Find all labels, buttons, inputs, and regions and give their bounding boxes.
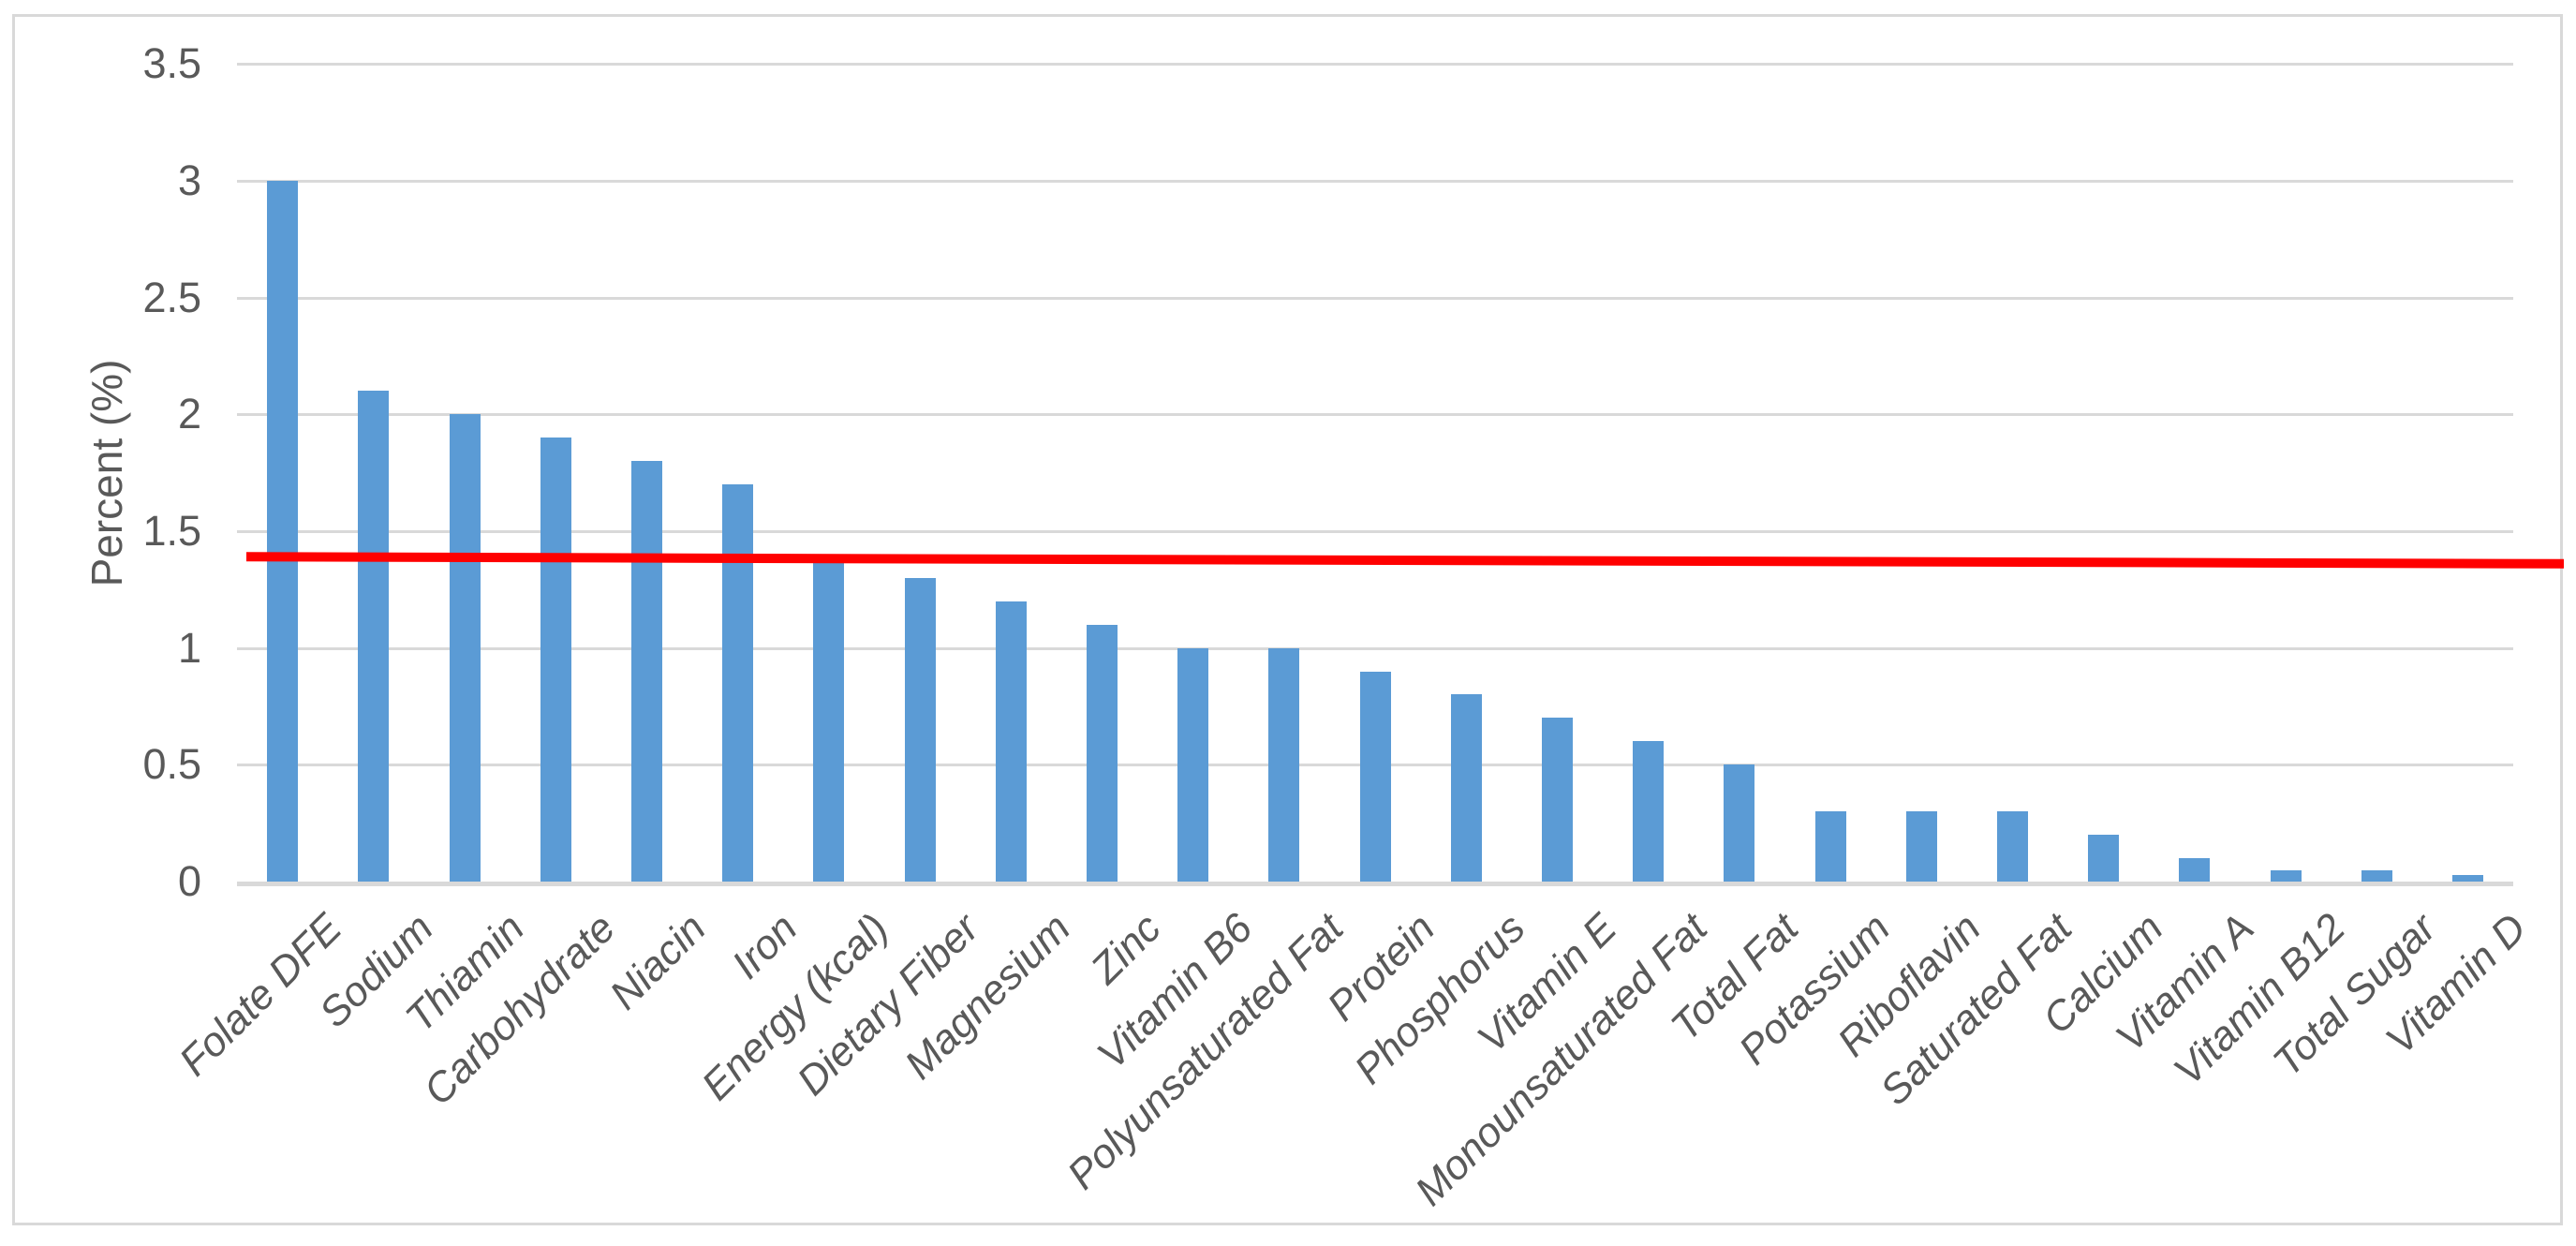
bar-iron [722,484,753,882]
y-tick-label-2-5: 2.5 [142,273,201,321]
bar-zinc [1087,625,1118,882]
gridline-2 [237,413,2513,417]
bar-dietary-fiber [905,578,936,882]
bar-total-sugar [2361,870,2392,882]
bar-monounsaturated-fat [1633,741,1664,882]
y-axis-title: Percent (%) [82,359,131,587]
chart-frame [12,14,2563,1225]
bar-magnesium [996,601,1027,882]
gridline-1 [237,646,2513,650]
bar-riboflavin [1906,811,1937,882]
bar-protein [1360,672,1391,882]
y-tick-label-0-5: 0.5 [142,740,201,789]
bar-phosphorus [1451,694,1482,882]
bar-vitamin-a [2179,858,2210,882]
bar-calcium [2088,835,2119,882]
y-tick-label-3-5: 3.5 [142,39,201,88]
bar-thiamin [450,414,481,882]
gridline-1-5 [237,529,2513,533]
bar-folate-dfe [267,181,298,882]
bar-energy-kcal [813,555,844,882]
bar-vitamin-e [1542,718,1573,882]
y-tick-label-0: 0 [177,857,201,905]
y-tick-label-1: 1 [177,623,201,672]
gridline-2-5 [237,296,2513,300]
bar-total-fat [1724,764,1754,882]
bar-sodium [358,391,389,882]
y-tick-label-2: 2 [177,390,201,438]
bar-polyunsaturated-fat [1268,648,1299,882]
bar-vitamin-d [2452,875,2483,882]
bar-niacin [631,461,662,882]
bar-vitamin-b12 [2271,870,2302,882]
bar-potassium [1815,811,1846,882]
y-tick-label-1-5: 1.5 [142,506,201,555]
x-axis-line [237,882,2513,886]
bar-vitamin-b6 [1177,648,1208,882]
gridline-3 [237,179,2513,183]
gridline-3-5 [237,63,2513,67]
bar-saturated-fat [1997,811,2028,882]
y-tick-label-3: 3 [177,156,201,204]
bar-carbohydrate [540,438,571,882]
